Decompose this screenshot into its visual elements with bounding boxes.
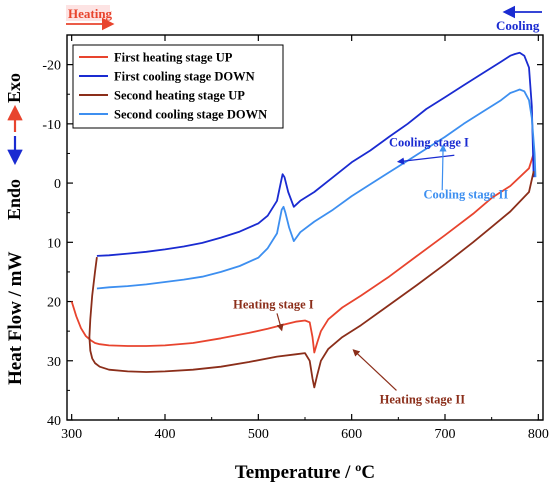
annotation-label-2: Cooling stage II bbox=[424, 187, 509, 201]
heating-label: Heating bbox=[68, 6, 113, 21]
exo-endo-indicator: Exo Endo bbox=[4, 73, 24, 220]
x-tick-label-4: 700 bbox=[435, 427, 456, 442]
y-tick-label-4: 20 bbox=[47, 296, 61, 311]
y-tick-label-2: 0 bbox=[54, 177, 61, 192]
series-line-2 bbox=[96, 51, 535, 257]
y-tick-label-6: 40 bbox=[47, 414, 61, 429]
series-line-4 bbox=[96, 88, 537, 290]
legend-items: First heating stage UP First cooling stag… bbox=[79, 51, 267, 122]
annotation-arrow-2 bbox=[439, 144, 447, 191]
axis-ticks: 300 400 500 600 700 800 -20 -10 0 10 20 30 40 bbox=[42, 35, 549, 442]
heating-indicator: Heating bbox=[66, 5, 115, 31]
annotation-arrow-3 bbox=[276, 313, 284, 332]
annotation-arrow-4 bbox=[352, 349, 397, 391]
x-tick-label-0: 300 bbox=[61, 427, 82, 442]
annotation-arrow-1 bbox=[396, 154, 455, 165]
annotation-label-1: Cooling stage I bbox=[389, 135, 469, 149]
series-line-1 bbox=[70, 153, 535, 354]
cooling-label: Cooling bbox=[496, 18, 540, 33]
series-layer bbox=[70, 51, 537, 389]
annotations: Cooling stage I Cooling stage II Heating s… bbox=[233, 135, 508, 406]
legend-label-2: First cooling stage DOWN bbox=[114, 70, 255, 84]
y-tick-label-5: 30 bbox=[47, 355, 61, 370]
legend-label-1: First heating stage UP bbox=[114, 51, 233, 65]
heating-label-bg bbox=[66, 5, 110, 21]
legend: First heating stage UP First cooling stag… bbox=[72, 44, 284, 129]
x-axis-title: Temperature / ºC bbox=[235, 462, 375, 483]
x-tick-label-1: 400 bbox=[155, 427, 176, 442]
y-axis-title: Heat Flow / mW bbox=[5, 251, 26, 385]
exo-label: Exo bbox=[4, 73, 24, 103]
annotation-label-4: Heating stage II bbox=[380, 392, 466, 406]
x-tick-label-5: 800 bbox=[528, 427, 549, 442]
y-tick-label-0: -20 bbox=[42, 59, 61, 74]
legend-label-4: Second cooling stage DOWN bbox=[114, 108, 267, 122]
endo-label: Endo bbox=[4, 179, 24, 220]
y-tick-label-1: -10 bbox=[42, 118, 61, 133]
series-line-3 bbox=[88, 171, 535, 389]
annotation-label-3: Heating stage I bbox=[233, 298, 314, 312]
cooling-indicator: Cooling bbox=[496, 5, 542, 33]
x-tick-label-2: 500 bbox=[248, 427, 269, 442]
legend-label-3: Second heating stage UP bbox=[114, 89, 245, 103]
y-tick-label-3: 10 bbox=[47, 236, 61, 251]
x-tick-label-3: 600 bbox=[341, 427, 362, 442]
